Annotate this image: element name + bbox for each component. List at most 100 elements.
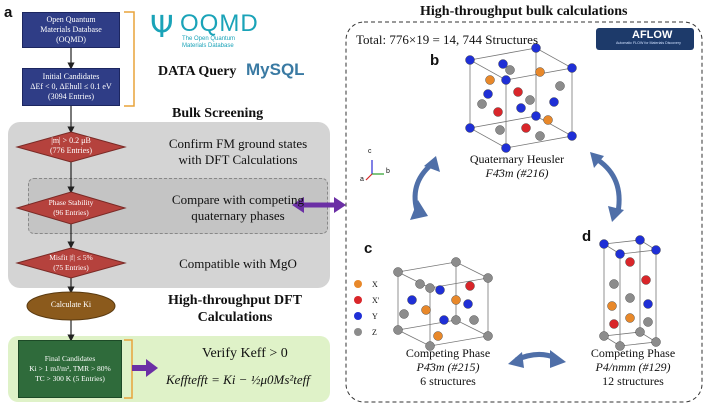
atom-y [635, 235, 645, 245]
atom-y [439, 315, 449, 325]
legend-y-dot [354, 312, 362, 320]
axis-label-b: b [386, 168, 390, 175]
phase-c-spacegroup: P4̄3m (#215) [416, 360, 480, 374]
oqmd-box: Open Quantum Materials Database (OQMD) [22, 12, 120, 48]
atom-z [451, 257, 461, 267]
final-bracket [124, 339, 133, 399]
atom-z [635, 327, 645, 337]
crystal-structure-d [602, 239, 658, 347]
phase-d-spacegroup: P4/nmm (#129) [595, 360, 671, 374]
atom-x [625, 313, 635, 323]
diamond-magnetic [15, 131, 127, 163]
atom-z [555, 81, 565, 91]
atom-z [483, 331, 493, 341]
atom-y [567, 131, 577, 141]
legend-z-dot [354, 328, 362, 336]
right-panel-border [345, 21, 703, 403]
legend-x-label: X [372, 279, 378, 289]
axis-label-a: a [360, 176, 364, 183]
axis-label-c: c [368, 148, 372, 155]
ht-dft-line1: High-throughput DFT [168, 293, 302, 308]
atom-y [498, 59, 508, 69]
diamond-2-line1: Phase Stability [48, 198, 94, 207]
atoms [393, 43, 661, 351]
atom-x [543, 115, 553, 125]
atom-z [535, 131, 545, 141]
panel-letter-c: c [364, 240, 373, 257]
aflow-logo: AFLOW Automatic FLOW for Materials Disco… [596, 28, 694, 50]
atom-z [483, 273, 493, 283]
atom-y [516, 103, 526, 113]
atom-y [549, 97, 559, 107]
phase-c-name: Competing Phase [405, 346, 491, 360]
atom-x [433, 331, 443, 341]
equation-text: Kefftefft = Ki − ½μ0Ms²teff [166, 372, 310, 387]
data-query-bracket [124, 11, 135, 107]
atom-xp [641, 275, 651, 285]
atom-x [607, 301, 617, 311]
atom-z [393, 267, 403, 277]
mysql-logo: MySQL [246, 60, 305, 79]
step-1-line2: with DFT Calculations [178, 152, 298, 167]
legend-xprime-label: X' [372, 295, 380, 305]
phase-d-name: Competing Phase [590, 346, 676, 360]
atom-y [435, 285, 445, 295]
diamond-misfit [15, 247, 127, 279]
atom-legend: X X' Y Z [354, 276, 394, 340]
atom-xp [521, 123, 531, 133]
right-panel-title: High-throughput bulk calculations [420, 4, 628, 19]
diamond-magnetic-label: |m| > 0.2 μB (776 Entries) [17, 136, 125, 156]
step-1-text: Confirm FM ground states with DFT Calcul… [150, 136, 326, 168]
atom-y [463, 299, 473, 309]
atom-x [421, 305, 431, 315]
legend-row-x: X [354, 276, 394, 292]
curve-arrow-b-d [596, 157, 622, 213]
atom-xp [609, 319, 619, 329]
atom-z [505, 65, 515, 75]
phase-b-spacegroup: F4̄3m (#216) [485, 166, 549, 180]
legend-x-dot [354, 280, 362, 288]
legend-row-z: Z [354, 324, 394, 340]
atom-z [425, 283, 435, 293]
atom-z [495, 125, 505, 135]
atom-y [483, 89, 493, 99]
atom-z [451, 315, 461, 325]
crystal-structure-b [468, 47, 574, 149]
atom-x [535, 67, 545, 77]
atom-y [531, 111, 541, 121]
step-1-line1: Confirm FM ground states [168, 136, 308, 151]
oqmd-box-line2: Materials Database [40, 25, 102, 34]
atom-z [609, 279, 619, 289]
oqmd-box-line3: (OQMD) [56, 35, 86, 44]
legend-z-label: Z [372, 327, 377, 337]
diamond-2-line2: (96 Entries) [53, 208, 89, 217]
atom-z [469, 315, 479, 325]
initial-box-line1: Initial Candidates [42, 72, 100, 81]
atom-y [531, 43, 541, 53]
step-2-line2: quaternary phases [191, 208, 285, 223]
oqmd-logo: Ψ OQMD The Open Quantum Materials Databa… [150, 10, 280, 50]
atom-y [501, 75, 511, 85]
bulk-screening-label: Bulk Screening [172, 106, 264, 121]
atom-x [451, 295, 461, 305]
step-2-line1: Compare with competing [171, 192, 305, 207]
aflow-logo-sub: Automatic FLOW for Materials Discovery [616, 41, 681, 45]
atom-y [465, 55, 475, 65]
atom-z [415, 279, 425, 289]
final-candidates-box: Final Candidates Ki > 1 mJ/m², TMR > 80%… [18, 340, 122, 398]
diamond-phase-stability [15, 191, 127, 225]
atom-y [501, 143, 511, 153]
atom-xp [625, 257, 635, 267]
diamond-3-line2: (75 Entries) [53, 263, 89, 272]
data-query-label: DATA Query [158, 64, 237, 79]
phase-b-name: Quaternary Heusler [469, 152, 565, 166]
atom-xp [493, 107, 503, 117]
initial-box-line3: (3094 Entries) [48, 92, 94, 101]
oval-calculate [26, 291, 116, 321]
oval-calculate-label: Calculate Ki [50, 300, 92, 309]
step-2-text: Compare with competing quaternary phases [150, 192, 326, 224]
legend-row-y: Y [354, 308, 394, 324]
diamond-phase-label: Phase Stability (96 Entries) [17, 198, 125, 218]
legend-xprime-dot [354, 296, 362, 304]
